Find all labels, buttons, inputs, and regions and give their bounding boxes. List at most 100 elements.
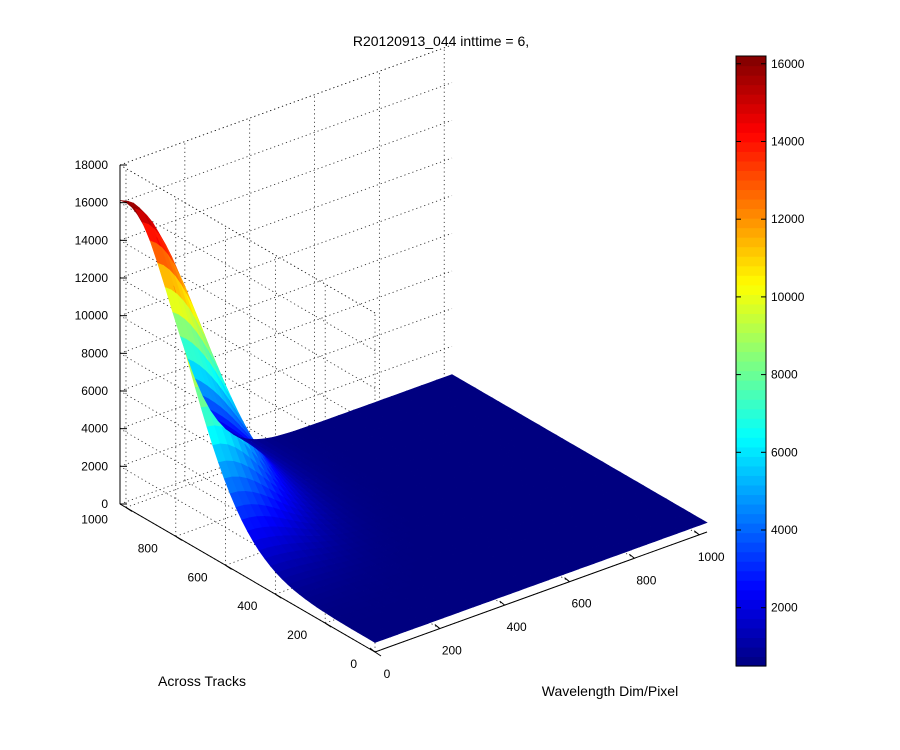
grid-line xyxy=(119,308,453,430)
colorbar-tick-label: 14000 xyxy=(771,134,805,148)
colorbar-tick-label: 2000 xyxy=(771,601,798,615)
grid-line xyxy=(119,239,376,389)
colorbar-swatch xyxy=(736,65,766,76)
tick-labels: 0200040006000800010000120001400016000180… xyxy=(75,158,725,681)
grid-line xyxy=(119,352,376,502)
colorbar-swatch xyxy=(736,179,766,191)
colorbar-swatch xyxy=(736,246,766,257)
y-axis-label: Across Tracks xyxy=(158,673,246,689)
colorbar-swatch xyxy=(736,589,766,600)
colorbar-swatch xyxy=(736,151,766,162)
colorbar-swatch xyxy=(736,237,766,248)
colorbar-swatch xyxy=(736,484,766,496)
colorbar-swatch xyxy=(736,608,766,619)
colorbar-swatch xyxy=(736,322,766,334)
colorbar-swatch xyxy=(736,227,766,238)
z-tick-label: 14000 xyxy=(75,233,109,247)
colorbar-swatch xyxy=(736,170,766,181)
grid-line xyxy=(119,164,376,314)
colorbar-swatch xyxy=(736,332,766,343)
y-tick xyxy=(275,593,282,599)
colorbar-swatch xyxy=(736,122,766,133)
colorbar-swatch xyxy=(736,446,766,457)
colorbar-swatch xyxy=(736,456,766,467)
colorbar-swatch xyxy=(736,437,766,448)
x-tick xyxy=(564,577,570,583)
colorbar-swatch xyxy=(736,275,766,286)
grid-line xyxy=(119,277,376,427)
y-tick-label: 200 xyxy=(287,628,307,642)
z-tick-label: 12000 xyxy=(75,271,109,285)
x-tick-label: 800 xyxy=(636,573,656,587)
y-tick-label: 0 xyxy=(350,657,357,671)
grid-line xyxy=(119,157,453,279)
x-tick-label: 600 xyxy=(572,597,592,611)
z-tick-label: 16000 xyxy=(75,196,109,210)
colorbar-swatch xyxy=(736,189,766,200)
z-tick-label: 0 xyxy=(101,497,108,511)
x-tick xyxy=(499,600,505,606)
colorbar-swatch xyxy=(736,84,766,95)
grid-line xyxy=(119,465,376,615)
colorbar-swatch xyxy=(736,75,766,86)
axes xyxy=(119,164,708,657)
colorbar-swatch xyxy=(736,56,766,67)
colorbar-swatch xyxy=(736,218,766,229)
colorbar-swatch xyxy=(736,418,766,429)
x-tick xyxy=(369,647,376,653)
x-tick xyxy=(693,530,700,536)
y-tick xyxy=(175,535,183,541)
colorbar-swatch xyxy=(736,351,766,362)
colorbar-swatch xyxy=(736,208,766,219)
chart-title: R20120913_044 inttime = 6, xyxy=(353,33,529,49)
colorbar-swatch xyxy=(736,198,766,210)
colorbar-swatch xyxy=(736,637,766,648)
colorbar-swatch xyxy=(736,341,766,353)
colorbar-swatch xyxy=(736,160,766,171)
colorbar-swatch xyxy=(736,380,766,391)
colorbar-swatch xyxy=(736,523,766,534)
colorbar-swatch xyxy=(736,113,766,124)
colorbar-swatch xyxy=(736,427,766,438)
colorbar-swatch xyxy=(736,313,766,324)
z-tick-label: 18000 xyxy=(75,158,109,172)
colorbar-swatch xyxy=(736,103,766,114)
grid-line xyxy=(119,82,453,204)
z-tick-label: 4000 xyxy=(81,422,108,436)
x-tick-label: 0 xyxy=(384,667,391,681)
grid-line xyxy=(119,44,453,166)
colorbar-tick-label: 16000 xyxy=(771,57,805,71)
colorbar-swatch xyxy=(736,284,766,295)
grid-line xyxy=(119,315,376,465)
grid-line xyxy=(119,202,376,352)
x-tick-label: 1000 xyxy=(698,550,725,564)
x-tick-label: 200 xyxy=(442,644,462,658)
colorbar-tick-label: 6000 xyxy=(771,445,798,459)
colorbar-swatch xyxy=(736,561,766,572)
colorbar-swatch xyxy=(736,294,766,305)
colorbar: 2000 4000 6000 8000 10000 12000 14000 16000 xyxy=(735,55,805,667)
z-tick-label: 10000 xyxy=(75,309,109,323)
colorbar-swatch xyxy=(736,599,766,610)
colorbar-swatch xyxy=(736,399,766,410)
colorbar-tick-label: 8000 xyxy=(771,368,798,382)
y-tick-label: 1000 xyxy=(81,512,108,526)
colorbar-swatch xyxy=(736,627,766,639)
grid-line xyxy=(119,345,453,467)
colorbar-swatch xyxy=(736,513,766,524)
surface-plot xyxy=(119,200,708,643)
grid-line xyxy=(119,270,453,392)
colorbar-tick-label: 10000 xyxy=(771,290,805,304)
y-tick-label: 600 xyxy=(188,570,208,584)
y-tick xyxy=(125,507,133,512)
x-tick xyxy=(434,624,441,629)
colorbar-swatch xyxy=(736,656,766,667)
colorbar-tick-label: 4000 xyxy=(771,523,798,537)
x-axis-label: Wavelength Dim/Pixel xyxy=(542,683,678,699)
colorbar-swatch xyxy=(736,465,766,476)
y-tick-label: 400 xyxy=(237,599,257,613)
colorbar-swatch xyxy=(736,532,766,543)
colorbar-tick-label: 12000 xyxy=(771,212,805,226)
z-tick-label: 6000 xyxy=(81,384,108,398)
